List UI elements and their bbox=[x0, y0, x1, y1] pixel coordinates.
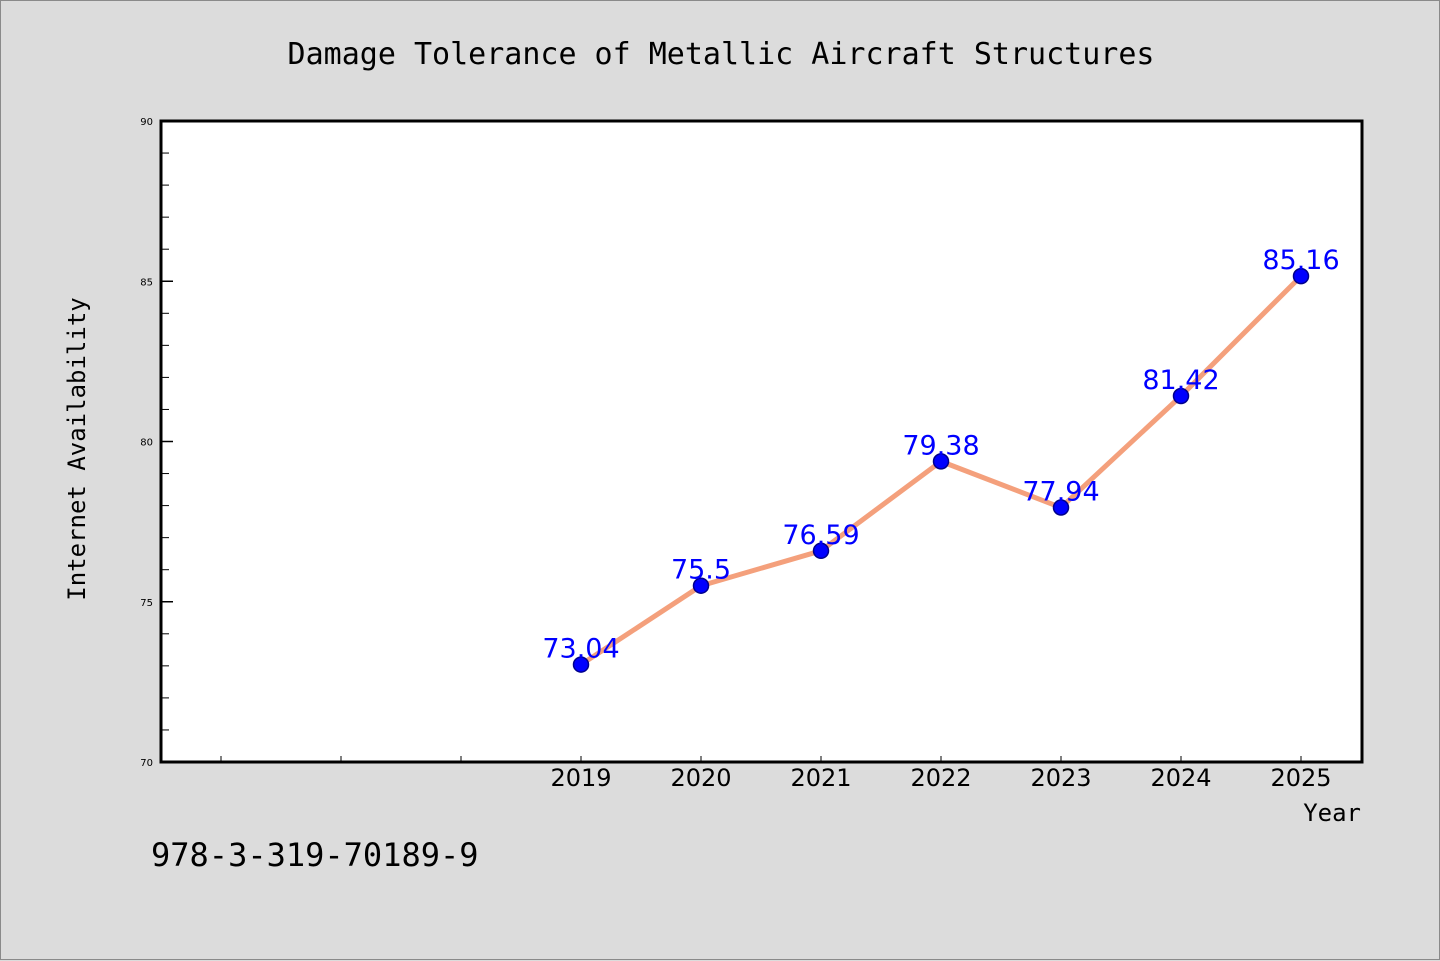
x-axis-label: Year bbox=[1303, 799, 1361, 827]
x-tick-label: 2020 bbox=[670, 764, 731, 792]
data-point bbox=[572, 656, 590, 673]
data-label: 77.94 bbox=[1022, 477, 1099, 508]
data-label: 73.04 bbox=[542, 634, 619, 665]
data-point bbox=[1052, 499, 1070, 516]
x-tick-label: 2024 bbox=[1150, 764, 1211, 792]
data-label: 85.16 bbox=[1262, 245, 1339, 276]
x-tick-label: 2025 bbox=[1270, 764, 1331, 792]
y-axis-ticks: 70 75 80 85 90 bbox=[140, 117, 173, 769]
data-label: 81.42 bbox=[1142, 365, 1219, 396]
x-tick-label: 2019 bbox=[550, 764, 611, 792]
chart-title: Damage Tolerance of Metallic Aircraft St… bbox=[288, 37, 1155, 72]
series-markers bbox=[572, 267, 1310, 673]
data-label: 75.5 bbox=[671, 555, 731, 586]
data-point bbox=[932, 453, 950, 470]
footnote-isbn: 978-3-319-70189-9 bbox=[151, 836, 479, 874]
y-tick-label: 75 bbox=[140, 598, 153, 609]
x-tick-label: 2022 bbox=[910, 764, 971, 792]
x-axis-ticks: 2019 2020 2021 2022 2023 2024 2025 bbox=[220, 756, 1332, 792]
data-labels: 73.04 75.5 76.59 79.38 77.94 81.42 85.16 bbox=[542, 245, 1339, 664]
data-point bbox=[692, 577, 710, 594]
y-tick-label: 80 bbox=[140, 438, 153, 449]
data-label: 76.59 bbox=[782, 520, 859, 551]
data-point bbox=[1292, 267, 1310, 285]
y-axis-label: Internet Availability bbox=[63, 297, 91, 600]
x-tick-label: 2023 bbox=[1030, 764, 1091, 792]
y-tick-label: 70 bbox=[140, 758, 153, 769]
data-label: 79.38 bbox=[902, 430, 979, 461]
data-point bbox=[812, 542, 830, 560]
y-tick-label: 90 bbox=[140, 117, 153, 128]
data-point bbox=[1172, 387, 1190, 405]
plot-area bbox=[159, 119, 1364, 764]
y-tick-label: 85 bbox=[140, 277, 153, 288]
x-tick-label: 2021 bbox=[790, 764, 851, 792]
